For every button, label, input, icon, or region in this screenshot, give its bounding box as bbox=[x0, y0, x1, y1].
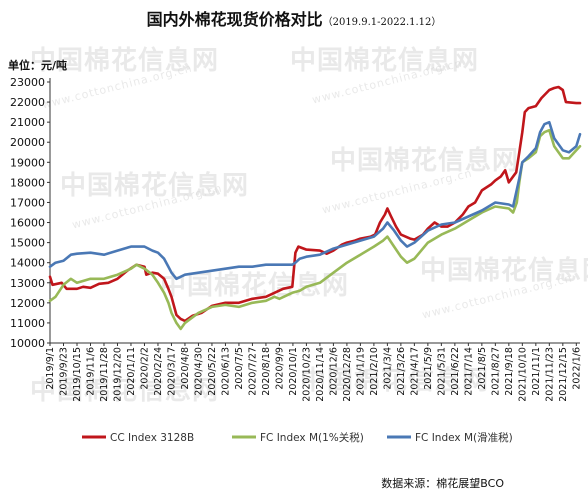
series-layer bbox=[48, 85, 582, 331]
unit-label: 单位：元/吨 bbox=[8, 59, 68, 72]
x-tick-label: 2020/7/5 bbox=[234, 347, 245, 390]
axes: 10000 11000 12000 13000 14000 15000 16000 17000… bbox=[10, 76, 582, 402]
y-tick-label: 16000 bbox=[10, 217, 45, 230]
x-tick-label: 2019/11/28 bbox=[99, 347, 110, 402]
series-line bbox=[48, 128, 582, 331]
legend-label: FC Index M(滑准税) bbox=[415, 431, 513, 444]
x-tick-label: 2021/8/27 bbox=[490, 347, 501, 396]
x-tick-label: 2021/5/9 bbox=[423, 347, 434, 390]
y-tick-label: 21000 bbox=[10, 116, 45, 129]
title-main: 国内外棉花现货价格对比 bbox=[146, 10, 323, 29]
x-tick-label: 2020/8/18 bbox=[261, 347, 272, 396]
x-tick-label: 2020/12/28 bbox=[342, 347, 353, 402]
data-source: 数据来源：棉花展望BCO bbox=[381, 477, 504, 490]
x-tick-label: 2020/5/22 bbox=[207, 347, 218, 396]
x-tick-label: 2021/3/4 bbox=[382, 347, 393, 390]
x-tick-label: 2021/6/22 bbox=[450, 347, 461, 396]
x-tick-label: 2019/10/15 bbox=[72, 347, 83, 402]
x-tick-label: 2021/1/19 bbox=[355, 347, 366, 396]
y-tick-label: 17000 bbox=[10, 196, 45, 209]
x-tick-label: 2022/1/6 bbox=[571, 347, 582, 390]
x-tick-label: 2021/3/26 bbox=[396, 347, 407, 396]
x-tick-label: 2020/12/6 bbox=[328, 347, 339, 396]
x-tick-label: 2021/4/17 bbox=[409, 347, 420, 396]
x-tick-label: 2020/3/17 bbox=[166, 347, 177, 396]
x-tick-label: 2020/2/24 bbox=[153, 347, 164, 396]
x-tick-label: 2021/10/10 bbox=[517, 347, 528, 402]
legend-label: CC Index 3128B bbox=[110, 432, 194, 444]
legend: CC Index 3128B FC Index M(1%关税) FC Index M… bbox=[82, 431, 513, 444]
x-tick-label: 2020/10/1 bbox=[288, 347, 299, 396]
x-tick-label: 2019/9/1 bbox=[45, 347, 56, 390]
series-line bbox=[48, 120, 582, 281]
y-tick-label: 13000 bbox=[10, 277, 45, 290]
title-date-range: （2019.9.1-2022.1.12） bbox=[322, 17, 442, 28]
x-tick-label: 2021/7/14 bbox=[463, 347, 474, 396]
x-tick-label: 2021/11/23 bbox=[544, 347, 555, 402]
x-tick-label: 2021/8/5 bbox=[477, 347, 488, 390]
chart-title: 国内外棉花现货价格对比（2019.9.1-2022.1.12） bbox=[0, 6, 588, 30]
x-tick-label: 2019/9/23 bbox=[58, 347, 69, 396]
y-tick-label: 15000 bbox=[10, 237, 45, 250]
x-tick-label: 2021/12/15 bbox=[558, 347, 569, 402]
y-tick-label: 18000 bbox=[10, 176, 45, 189]
x-tick-label: 2020/7/27 bbox=[247, 347, 258, 396]
y-tick-label: 11000 bbox=[10, 317, 45, 330]
x-tick-label: 2021/5/31 bbox=[436, 347, 447, 396]
x-tick-label: 2020/6/13 bbox=[220, 347, 231, 396]
x-tick-label: 2021/2/10 bbox=[369, 347, 380, 396]
x-tick-label: 2021/11/1 bbox=[531, 347, 542, 396]
y-tick-label: 19000 bbox=[10, 156, 45, 169]
legend-label: FC Index M(1%关税) bbox=[260, 431, 364, 444]
y-tick-label: 14000 bbox=[10, 257, 45, 270]
x-tick-label: 2019/11/6 bbox=[85, 347, 96, 396]
x-tick-label: 2020/10/23 bbox=[301, 347, 312, 402]
y-tick-label: 20000 bbox=[10, 136, 45, 149]
y-tick-label: 10000 bbox=[10, 337, 45, 350]
x-tick-label: 2020/4/8 bbox=[180, 347, 191, 390]
x-tick-label: 2021/9/18 bbox=[504, 347, 515, 396]
x-tick-label: 2019/12/20 bbox=[112, 347, 123, 402]
y-tick-label: 23000 bbox=[10, 76, 45, 89]
x-tick-label: 2020/4/30 bbox=[193, 347, 204, 396]
x-tick-label: 2020/9/9 bbox=[274, 347, 285, 390]
y-tick-label: 12000 bbox=[10, 297, 45, 310]
x-tick-label: 2020/1/11 bbox=[126, 347, 137, 396]
x-tick-label: 2020/11/14 bbox=[315, 347, 326, 402]
y-tick-label: 22000 bbox=[10, 96, 45, 109]
x-tick-label: 2020/2/2 bbox=[139, 347, 150, 390]
